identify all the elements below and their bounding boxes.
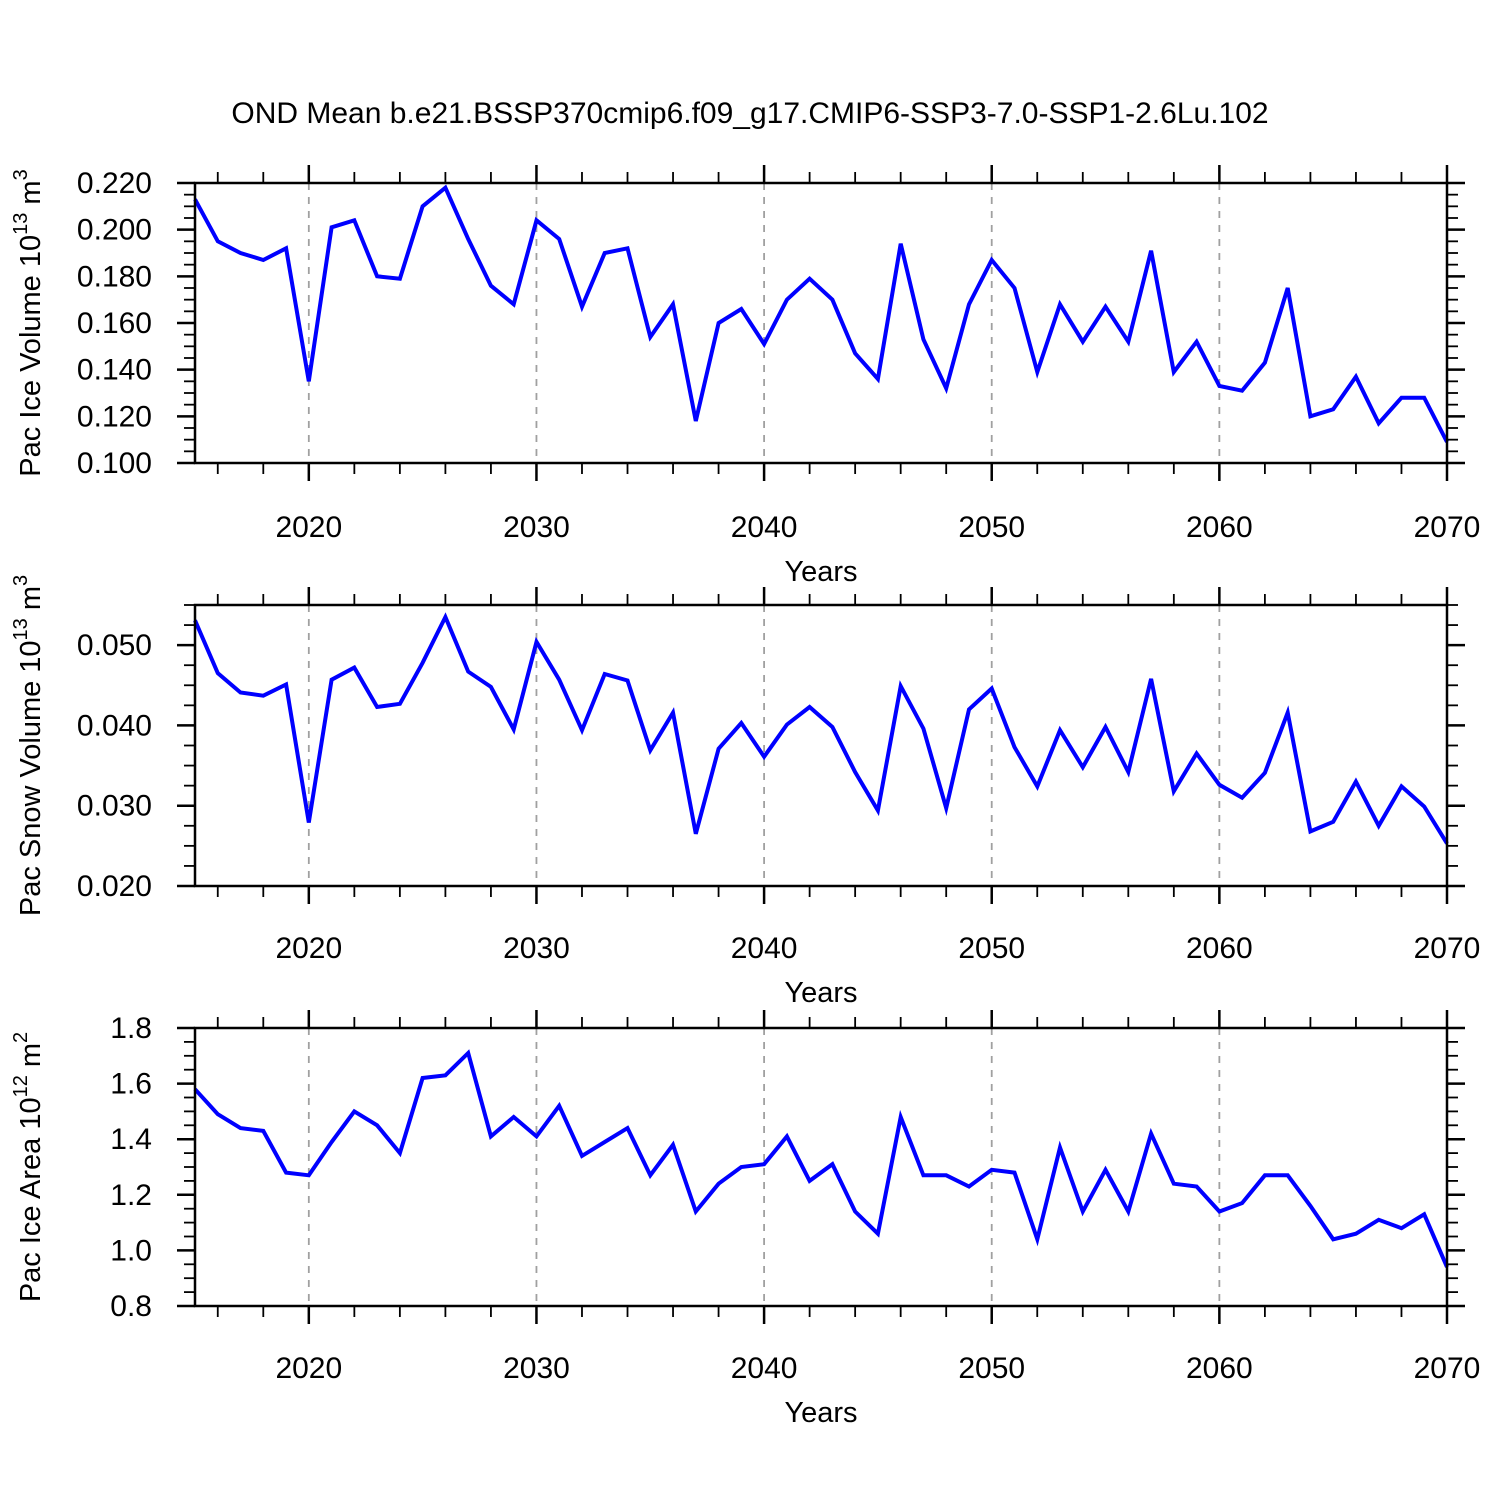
- x-tick-label: 2030: [503, 932, 570, 965]
- x-tick-label: 2070: [1414, 932, 1481, 965]
- y-tick-label: 1.4: [110, 1123, 152, 1156]
- y-tick-label: 0.050: [77, 629, 152, 662]
- y-tick-label: 0.180: [77, 260, 152, 293]
- plot-frame: [193, 603, 1449, 888]
- y-tick-label: 1.6: [110, 1068, 152, 1101]
- x-tick-label: 2030: [503, 1352, 570, 1385]
- y-tick-label: 0.040: [77, 709, 152, 742]
- y-tick-label: 0.030: [77, 790, 152, 823]
- y-axis-title: Pac Ice Area 1012 m2: [10, 1032, 47, 1302]
- x-tick-label: 2040: [731, 932, 798, 965]
- x-axis-title: Years: [784, 1397, 857, 1429]
- y-tick-label: 1.0: [110, 1234, 152, 1267]
- x-tick-label: 2060: [1186, 932, 1253, 965]
- y-tick-label: 0.020: [77, 870, 152, 903]
- y-tick-label: 1.8: [110, 1012, 152, 1045]
- y-tick-label: 0.140: [77, 354, 152, 387]
- pac-ice-area-line: [193, 1049, 1449, 1268]
- x-tick-label: 2040: [731, 1352, 798, 1385]
- figure-title: OND Mean b.e21.BSSP370cmip6.f09_g17.CMIP…: [231, 97, 1268, 130]
- plot-frame: [193, 1026, 1449, 1308]
- x-tick-label: 2050: [958, 932, 1025, 965]
- x-tick-label: 2070: [1414, 1352, 1481, 1385]
- y-tick-label: 0.100: [77, 447, 152, 480]
- x-tick-label: 2060: [1186, 1352, 1253, 1385]
- x-tick-label: 2040: [731, 511, 798, 544]
- plot-frame: [193, 181, 1449, 465]
- x-tick-label: 2030: [503, 511, 570, 544]
- x-tick-label: 2020: [275, 511, 342, 544]
- panels-group: 2020 2030 2040 2050 2060 2070 0.100 0.120 0.140 0…: [10, 165, 1480, 1429]
- pac-snow-volume-line: [193, 612, 1449, 845]
- x-tick-label: 2060: [1186, 511, 1253, 544]
- y-tick-label: 0.120: [77, 400, 152, 433]
- pac-ice-volume-panel: 2020 2030 2040 2050 2060 2070 0.100 0.120 0.140 0…: [10, 165, 1480, 588]
- y-tick-label: 0.8: [110, 1290, 152, 1323]
- x-tick-label: 2020: [275, 932, 342, 965]
- x-tick-label: 2050: [958, 1352, 1025, 1385]
- y-tick-label: 0.200: [77, 214, 152, 247]
- x-axis-title: Years: [784, 556, 857, 588]
- pac-snow-volume-panel: 2020 2030 2040 2050 2060 2070 0.020 0.030 0.040 0…: [10, 575, 1480, 1009]
- x-tick-label: 2020: [275, 1352, 342, 1385]
- y-axis-title: Pac Ice Volume 1013 m3: [10, 169, 47, 476]
- x-axis-title: Years: [784, 977, 857, 1009]
- y-tick-label: 0.220: [77, 167, 152, 200]
- x-tick-label: 2050: [958, 511, 1025, 544]
- pac-ice-volume-line: [193, 184, 1449, 443]
- y-tick-label: 1.2: [110, 1179, 152, 1212]
- pac-ice-area-panel: 2020 2030 2040 2050 2060 2070 0.8 1.0 1.2 1.4 1.6 1…: [10, 1010, 1480, 1429]
- x-tick-label: 2070: [1414, 511, 1481, 544]
- y-tick-label: 0.160: [77, 307, 152, 340]
- y-axis-title: Pac Snow Volume 1013 m3: [10, 575, 47, 916]
